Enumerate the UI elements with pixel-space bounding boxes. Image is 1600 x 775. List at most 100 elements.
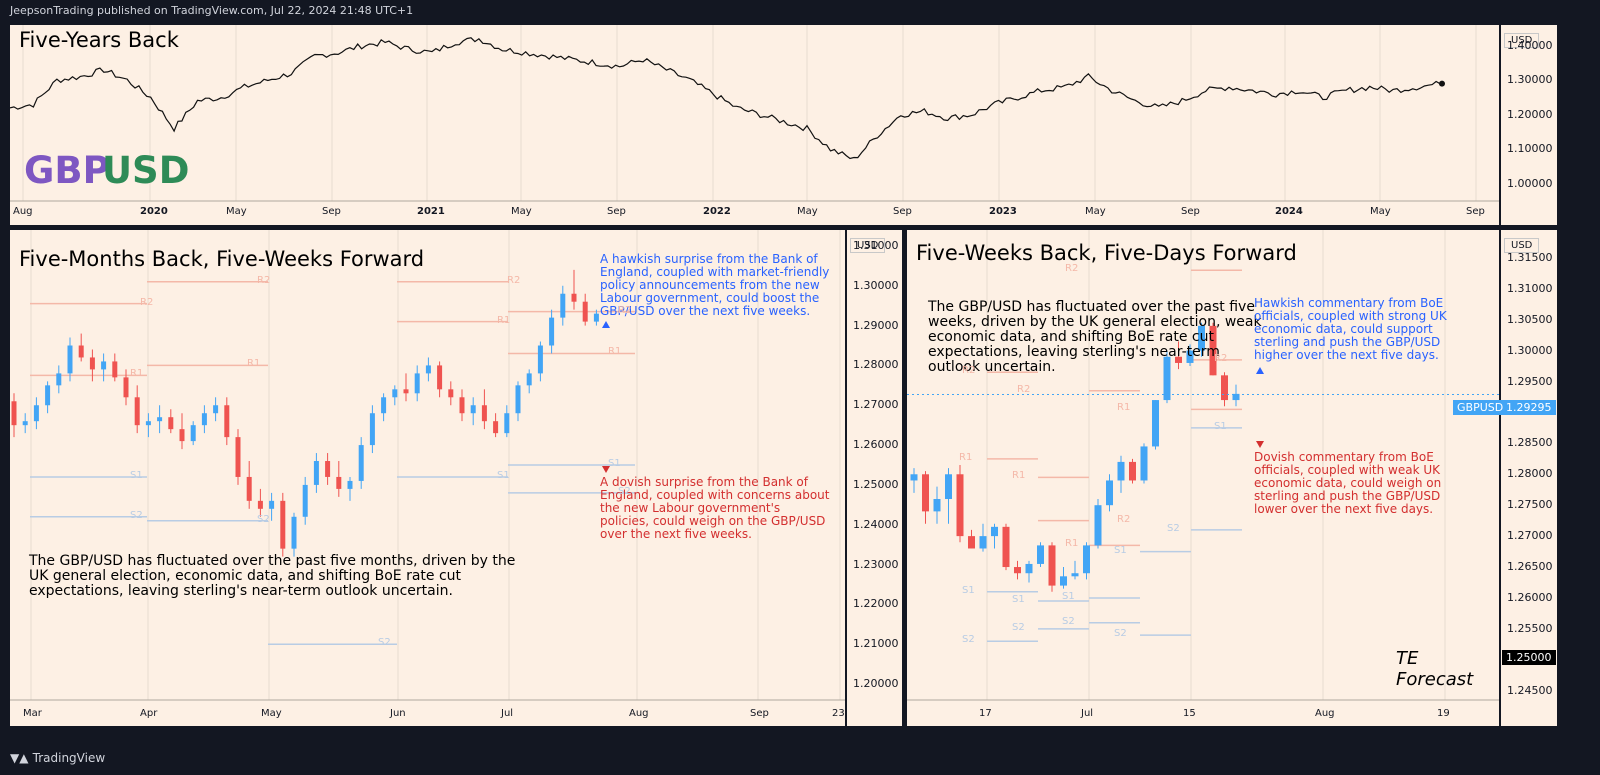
five-month-candle bbox=[112, 361, 118, 378]
five-week-candle bbox=[1209, 325, 1217, 376]
five-month-candle bbox=[246, 476, 252, 501]
five-week-candle bbox=[1025, 563, 1033, 574]
pivot-label: S1 bbox=[1214, 420, 1227, 432]
pivot-label: R1 bbox=[1117, 402, 1131, 414]
pivot-label: S2 bbox=[1167, 522, 1180, 534]
symbol-tag: GBPUSD bbox=[1453, 400, 1508, 415]
y-tick-label: 1.25500 bbox=[1507, 621, 1553, 635]
y-tick-label: 1.23000 bbox=[853, 557, 899, 571]
five-week-candle bbox=[1071, 573, 1079, 577]
pivot-label: R2 bbox=[1017, 383, 1031, 395]
five-month-candle bbox=[67, 345, 73, 374]
x-tick-label: 2021 bbox=[417, 206, 445, 217]
five-month-candle bbox=[235, 437, 241, 477]
five-month-candle bbox=[56, 373, 62, 386]
y-tick-label: 1.26000 bbox=[853, 438, 899, 452]
five-week-candle bbox=[1117, 461, 1125, 481]
five-month-candle bbox=[325, 461, 331, 477]
pivot-label: S2 bbox=[257, 513, 270, 525]
five-month-chart[interactable]: Five-Months Back, Five-Weeks Forward A h… bbox=[10, 230, 845, 726]
hawkish-note: A hawkish surprise from the Bank of Engl… bbox=[600, 252, 830, 318]
x-tick-label: Aug bbox=[629, 708, 649, 719]
pivot-label: R2 bbox=[507, 274, 521, 286]
down-arrow-icon bbox=[602, 466, 610, 473]
five-month-candle bbox=[33, 405, 39, 422]
five-month-candle bbox=[437, 365, 443, 390]
pivot-label: S1 bbox=[1114, 544, 1127, 556]
five-month-candle bbox=[582, 301, 588, 322]
x-tick-label: Apr bbox=[140, 708, 158, 719]
five-month-candle bbox=[504, 413, 510, 434]
five-month-candle bbox=[201, 413, 207, 426]
y-tick-label: 1.10000 bbox=[1507, 142, 1553, 156]
pivot-label: S1 bbox=[608, 458, 621, 469]
five-week-candle bbox=[1163, 356, 1171, 401]
five-week-candle bbox=[945, 474, 952, 500]
five-month-candle bbox=[269, 500, 275, 509]
five-week-candle bbox=[1014, 567, 1021, 574]
five-month-candle bbox=[493, 421, 499, 434]
pivot-label: R1 bbox=[497, 314, 511, 326]
five-month-candle bbox=[313, 461, 319, 485]
pivot-label: R2 bbox=[1117, 513, 1131, 525]
x-tick-label: May bbox=[797, 206, 818, 217]
five-week-chart[interactable]: Five-Weeks Back, Five-Days Forward The G… bbox=[907, 230, 1499, 726]
five-month-candle bbox=[571, 293, 577, 302]
pivot-label: R1 bbox=[247, 358, 261, 370]
five-month-candle bbox=[168, 417, 174, 430]
tradingview-logo-icon: ▼▲ bbox=[10, 751, 33, 765]
x-tick-label: Sep bbox=[750, 708, 769, 719]
five-month-candle bbox=[549, 317, 555, 346]
x-tick-label: Mar bbox=[23, 708, 42, 719]
five-week-candle bbox=[1140, 446, 1148, 481]
tradingview-label: TradingView bbox=[32, 751, 106, 765]
five-month-candle bbox=[459, 397, 465, 414]
five-month-candle bbox=[280, 500, 286, 549]
y-tick-label: 1.30500 bbox=[1507, 312, 1553, 326]
five-month-candle bbox=[291, 516, 297, 549]
five-month-candle bbox=[403, 389, 409, 394]
five-month-candle bbox=[11, 401, 17, 426]
pivot-label: S2 bbox=[1012, 621, 1025, 633]
x-tick-label: 23 bbox=[832, 708, 845, 719]
y-tick-label: 1.24500 bbox=[1507, 683, 1553, 697]
currency-label: USD bbox=[850, 238, 886, 253]
five-year-chart[interactable]: Five-Years Back GBP USD Aug 2020 May Sep 202… bbox=[10, 25, 1499, 225]
pivot-label: S1 bbox=[130, 469, 143, 481]
pivot-label: S2 bbox=[1114, 628, 1127, 640]
five-week-candle bbox=[956, 474, 964, 537]
five-month-candle bbox=[425, 365, 431, 374]
x-tick-label: Sep bbox=[893, 206, 912, 217]
five-week-candle bbox=[1037, 545, 1044, 564]
x-tick-label: 2020 bbox=[140, 206, 168, 217]
five-week-price-axis[interactable]: USD 1.31500 1.31000 1.30500 1.30000 1.29500 1… bbox=[1501, 230, 1557, 726]
up-arrow-icon bbox=[1256, 367, 1264, 374]
currency-label: USD bbox=[1504, 33, 1540, 48]
five-week-candle bbox=[933, 499, 941, 512]
five-month-candle bbox=[45, 385, 51, 406]
pivot-label: S2 bbox=[962, 634, 975, 646]
pivot-label: R2 bbox=[618, 304, 632, 316]
five-year-price-axis[interactable]: USD 1.40000 1.30000 1.20000 1.10000 1.00000 bbox=[1501, 25, 1557, 225]
five-month-price-axis[interactable]: USD 1.31000 1.30000 1.29000 1.28000 1.27000 1… bbox=[847, 230, 902, 726]
five-month-candle bbox=[448, 389, 454, 398]
five-month-candle bbox=[101, 361, 107, 370]
y-tick-label: 1.27500 bbox=[1507, 498, 1553, 512]
y-tick-label: 1.28000 bbox=[853, 358, 899, 372]
five-week-candle bbox=[1232, 393, 1240, 401]
five-month-candle bbox=[123, 377, 129, 398]
y-tick-label: 1.26500 bbox=[1507, 560, 1553, 574]
te-forecast-label: TE Forecast bbox=[1396, 648, 1474, 690]
five-month-candle bbox=[560, 293, 566, 318]
y-tick-label: 1.31000 bbox=[853, 238, 899, 252]
five-month-candle bbox=[257, 500, 263, 509]
five-month-title: Five-Months Back, Five-Weeks Forward bbox=[19, 247, 425, 271]
y-tick-label: 1.22000 bbox=[853, 597, 899, 611]
usd-logo-text: USD bbox=[102, 149, 190, 192]
five-month-candle bbox=[537, 345, 543, 374]
currency-label: USD bbox=[1504, 238, 1540, 253]
x-tick-label: 17 bbox=[979, 708, 992, 719]
x-tick-label: Aug bbox=[13, 206, 33, 217]
five-week-candle bbox=[1186, 350, 1194, 363]
five-month-candle bbox=[358, 445, 364, 481]
